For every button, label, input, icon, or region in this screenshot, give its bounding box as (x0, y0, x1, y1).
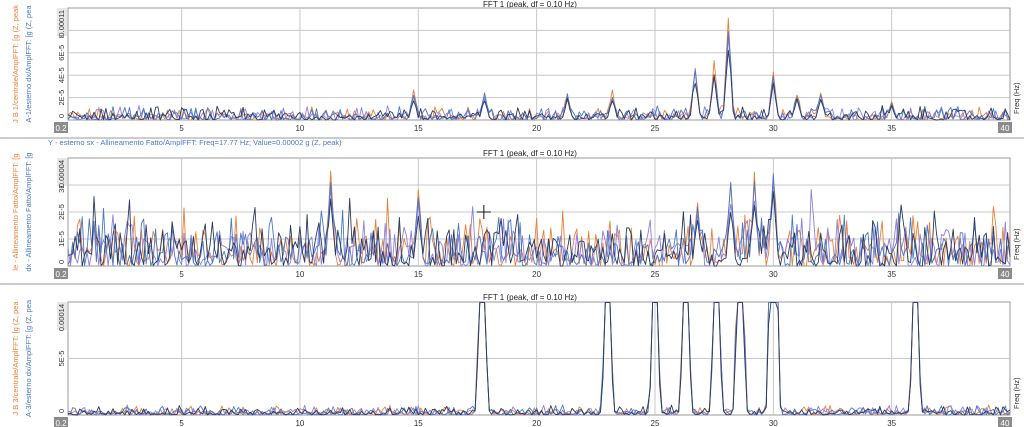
x-tick-box (998, 268, 1012, 279)
x-tick-box (998, 122, 1012, 133)
x-tick-label: 40 (1001, 270, 1010, 279)
y-axis-label-orange: J B 3/centrale/AmplFFT: [g (Z, pea (11, 301, 20, 416)
y-tick-box (57, 8, 67, 36)
y-axis-label-blue: A-3/esterno dx/AmplFFT: [g (Z, pea (24, 299, 33, 417)
y-axis-label-blue: A-1/esterno dx/AmplFFT: [g (Z, pea (24, 5, 33, 123)
x-tick-label: 10 (295, 124, 304, 133)
series-dark (67, 191, 1011, 267)
series-blue (67, 173, 1011, 267)
cursor-readout: Y - esterno sx - Allineamento Fatto/Ampl… (48, 138, 342, 147)
x-tick-box (998, 417, 1012, 427)
fft-panel-1: FFT 1 (peak, df = 0.10 Hz) 0.2 5 10 15 20 25 30… (11, 0, 1021, 133)
y-tick-label: 6E-5 (57, 45, 66, 61)
x-tick-label: 5 (179, 270, 184, 279)
y-tick-label: 0 (57, 114, 66, 118)
y-tick-label: 0.00014 (57, 304, 66, 331)
series-orange (67, 170, 1011, 267)
freq-axis-label: Freq (Hz) (1012, 82, 1021, 114)
plot-area[interactable] (67, 7, 1011, 121)
x-tick-label: 35 (887, 270, 896, 279)
y-tick-box (57, 302, 67, 330)
x-tick-box (54, 268, 68, 279)
y-tick-label: 2E-5 (57, 90, 66, 106)
x-tick-label: 35 (887, 124, 896, 133)
chart-title: FFT 1 (peak, df = 0.10 Hz) (483, 0, 577, 9)
y-tick-label: 1E-5 (57, 231, 66, 247)
x-tick-label: 10 (295, 270, 304, 279)
y-tick-label: 2E-5 (57, 204, 66, 220)
y-tick-label: 4E-5 (57, 67, 66, 83)
fft-panel-3: FFT 1 (peak, df = 0.10 Hz) 0.2 5 10 15 20 25 30… (11, 293, 1021, 427)
x-tick-label: 0.2 (55, 270, 67, 279)
freq-axis-label: Freq (Hz) (1012, 228, 1021, 260)
y-tick-label: 0.00004 (57, 160, 66, 187)
x-tick-label: 0.2 (55, 419, 67, 427)
y-axis-label-blue: dx - Allineamento Fatto/AmplFFT: [g (24, 152, 33, 271)
x-tick-label: 25 (651, 124, 660, 133)
x-tick-label: 15 (414, 419, 423, 427)
x-tick-label: 5 (179, 419, 184, 427)
y-tick-label: 0 (57, 409, 66, 413)
y-tick-label: 5E-5 (57, 351, 66, 367)
series-dark (67, 49, 1011, 121)
y-axis-label-orange: le - Allineamento Fatto/AmplFFT: [g (11, 153, 20, 270)
x-tick-label: 30 (769, 419, 778, 427)
x-tick-label: 20 (532, 419, 541, 427)
y-axis-label-orange: J B 1/centrale/AmplFFT: [g (Z, peak (11, 5, 20, 123)
x-tick-label: 20 (532, 270, 541, 279)
x-tick-box (54, 417, 68, 427)
freq-axis-label: Freq (Hz) (1012, 377, 1021, 409)
chart-title: FFT 1 (peak, df = 0.10 Hz) (483, 293, 577, 302)
x-tick-label: 25 (651, 270, 660, 279)
x-tick-label: 30 (769, 124, 778, 133)
y-tick-box (57, 158, 67, 186)
x-tick-label: 30 (769, 270, 778, 279)
x-tick-label: 15 (414, 124, 423, 133)
x-tick-label: 40 (1001, 419, 1010, 427)
series-dark (67, 302, 1011, 416)
x-tick-label: 40 (1001, 124, 1010, 133)
series-purple (67, 181, 1011, 267)
x-tick-box (54, 122, 68, 133)
x-tick-label: 15 (414, 270, 423, 279)
x-tick-label: 0.2 (55, 124, 67, 133)
fft-panel-2: FFT 1 (peak, df = 0.10 Hz) 0.2 5 10 15 20 25 30… (11, 138, 1021, 279)
x-tick-label: 5 (179, 124, 184, 133)
x-tick-label: 25 (651, 419, 660, 427)
x-tick-label: 10 (295, 419, 304, 427)
x-tick-label: 20 (532, 124, 541, 133)
y-tick-label: 0.00011 (57, 10, 66, 37)
x-tick-label: 35 (887, 419, 896, 427)
y-tick-label: 0 (57, 260, 66, 264)
chart-title: FFT 1 (peak, df = 0.10 Hz) (483, 149, 577, 158)
